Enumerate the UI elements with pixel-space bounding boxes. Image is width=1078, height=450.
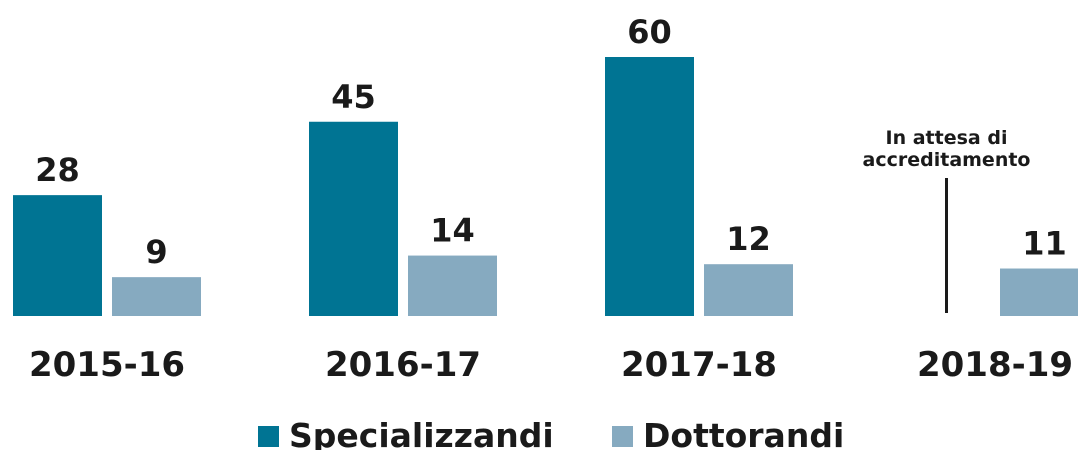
bar: [704, 264, 793, 316]
legend-swatch: [612, 426, 633, 447]
legend-label: Dottorandi: [643, 416, 844, 450]
data-label: 60: [627, 13, 672, 51]
legend-label: Specializzandi: [289, 416, 554, 450]
legend-swatch: [258, 426, 279, 447]
bar: [1000, 268, 1078, 316]
category-label: 2018-19: [917, 345, 1073, 385]
data-label: 11: [1022, 225, 1067, 263]
annotation: In attesa di: [886, 127, 1008, 149]
data-label: 45: [331, 78, 376, 116]
annotation: accreditamento: [863, 149, 1031, 171]
bar: [605, 57, 694, 316]
data-label: 12: [726, 220, 771, 258]
bar: [13, 195, 102, 316]
category-label: 2015-16: [29, 345, 185, 385]
bar: [309, 121, 398, 316]
category-label: 2017-18: [621, 345, 777, 385]
bar: [112, 277, 201, 316]
data-label: 14: [430, 212, 475, 250]
category-label: 2016-17: [325, 345, 481, 385]
data-label: 28: [35, 151, 80, 189]
bar: [408, 255, 497, 316]
data-label: 9: [145, 233, 167, 271]
